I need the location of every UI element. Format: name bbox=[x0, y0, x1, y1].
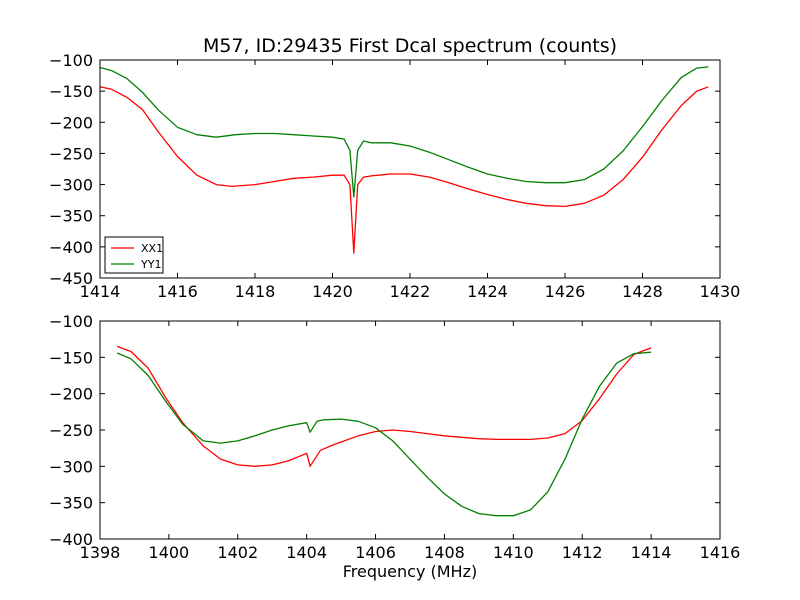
y-tick-label: −300 bbox=[49, 176, 93, 195]
plot-frame bbox=[99, 320, 721, 540]
chart-title: M57, ID:29435 First Dcal spectrum (count… bbox=[203, 35, 617, 57]
x-tick-label: 1414 bbox=[80, 282, 121, 301]
series-line-yy1-panel-1 bbox=[99, 66, 709, 198]
x-tick-label: 1414 bbox=[631, 543, 672, 562]
x-tick-label: 1400 bbox=[149, 543, 190, 562]
x-tick-label: 1416 bbox=[157, 282, 198, 301]
bottom-panel: 1398 1400 1402 1404 1406 1408 1410 1412 1414 1416… bbox=[49, 312, 740, 562]
y-tick-label: −300 bbox=[49, 457, 93, 476]
x-tick-label: 1430 bbox=[700, 282, 741, 301]
y-tick-label: −200 bbox=[49, 113, 93, 132]
y-tick-label: −250 bbox=[49, 144, 93, 163]
x-tick-label: 1420 bbox=[312, 282, 353, 301]
y-tick-label: −150 bbox=[49, 82, 93, 101]
x-tick-label: 1404 bbox=[286, 543, 327, 562]
x-tick-label: 1418 bbox=[235, 282, 276, 301]
x-tick-label: 1428 bbox=[622, 282, 663, 301]
top-panel: 1414 1416 1418 1420 1422 1424 1426 1428 1430 −100… bbox=[49, 51, 740, 301]
plot-frame bbox=[99, 59, 721, 279]
x-tick-label: 1422 bbox=[390, 282, 431, 301]
series-line-xx1-panel-1 bbox=[99, 86, 709, 254]
x-tick-label: 1398 bbox=[80, 543, 121, 562]
series-line-yy1-panel-2 bbox=[116, 351, 652, 517]
legend-box bbox=[104, 236, 164, 274]
x-tick-label: 1410 bbox=[493, 543, 534, 562]
y-tick-label: −150 bbox=[49, 348, 93, 367]
x-tick-label: 1406 bbox=[355, 543, 396, 562]
y-tick-label: −400 bbox=[49, 530, 93, 549]
x-tick-label: 1426 bbox=[545, 282, 586, 301]
y-tick-label: −100 bbox=[49, 312, 93, 331]
x-tick-label: 1408 bbox=[424, 543, 465, 562]
y-tick-label: −450 bbox=[49, 269, 93, 288]
x-tick-label: 1424 bbox=[467, 282, 508, 301]
legend-label-xx1: XX1 bbox=[141, 242, 163, 255]
x-tick-label: 1412 bbox=[562, 543, 603, 562]
y-tick-label: −400 bbox=[49, 238, 93, 257]
y-tick-label: −250 bbox=[49, 421, 93, 440]
legend-label-yy1: YY1 bbox=[140, 258, 161, 271]
x-tick-label: 1402 bbox=[217, 543, 258, 562]
y-tick-label: −200 bbox=[49, 385, 93, 404]
y-tick-label: −350 bbox=[49, 494, 93, 513]
x-axis-label: Frequency (MHz) bbox=[343, 562, 477, 581]
y-tick-label: −100 bbox=[49, 51, 93, 70]
series-line-xx1-panel-2 bbox=[116, 345, 652, 467]
x-tick-label: 1416 bbox=[700, 543, 741, 562]
y-tick-label: −350 bbox=[49, 207, 93, 226]
